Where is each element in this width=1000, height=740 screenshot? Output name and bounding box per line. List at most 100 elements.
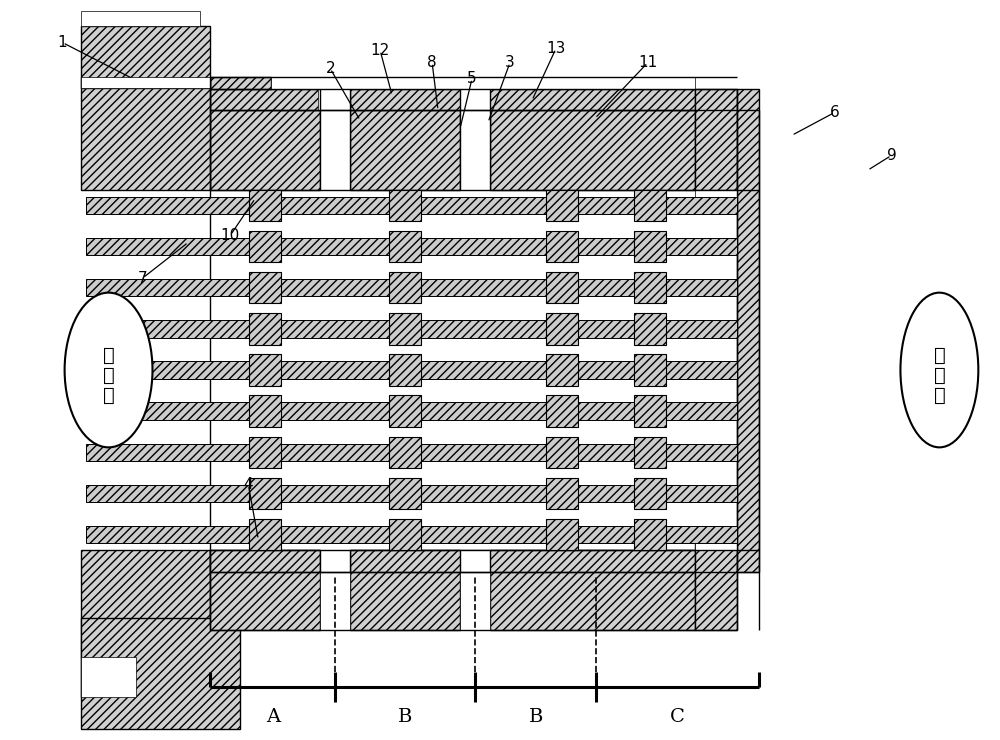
- Bar: [695, 539, 737, 550]
- Bar: [210, 76, 271, 89]
- Text: 1: 1: [58, 35, 67, 50]
- Bar: [86, 526, 737, 543]
- Bar: [460, 110, 490, 190]
- Bar: [634, 395, 666, 427]
- Bar: [389, 313, 421, 345]
- Bar: [546, 231, 578, 262]
- Bar: [86, 361, 737, 379]
- Bar: [546, 478, 578, 509]
- Bar: [695, 190, 737, 201]
- Text: 8: 8: [427, 55, 437, 70]
- Bar: [86, 485, 737, 502]
- Bar: [389, 231, 421, 262]
- Bar: [634, 189, 666, 221]
- Bar: [634, 231, 666, 262]
- Text: 侧: 侧: [934, 386, 945, 405]
- Text: B: B: [529, 708, 543, 727]
- Text: 5: 5: [467, 71, 477, 86]
- Text: 2: 2: [325, 61, 335, 76]
- Bar: [81, 550, 210, 657]
- Bar: [389, 354, 421, 386]
- Bar: [389, 272, 421, 303]
- Bar: [490, 110, 695, 190]
- Bar: [249, 189, 281, 221]
- Bar: [389, 189, 421, 221]
- Bar: [320, 550, 350, 630]
- Bar: [249, 519, 281, 551]
- Bar: [271, 76, 695, 89]
- Bar: [249, 478, 281, 509]
- Text: 侧: 侧: [103, 386, 114, 405]
- Bar: [249, 272, 281, 303]
- Bar: [546, 189, 578, 221]
- Text: 压: 压: [934, 366, 945, 385]
- Bar: [249, 437, 281, 468]
- Bar: [737, 89, 759, 571]
- Bar: [460, 89, 490, 110]
- Bar: [695, 89, 737, 190]
- Bar: [81, 618, 240, 730]
- Text: C: C: [670, 708, 685, 727]
- Bar: [634, 478, 666, 509]
- Bar: [320, 550, 350, 571]
- Bar: [546, 313, 578, 345]
- Bar: [634, 313, 666, 345]
- Bar: [634, 354, 666, 386]
- Bar: [249, 354, 281, 386]
- Bar: [86, 197, 737, 214]
- Bar: [249, 231, 281, 262]
- Text: 低: 低: [934, 346, 945, 365]
- Bar: [634, 437, 666, 468]
- Bar: [86, 279, 737, 297]
- Bar: [389, 437, 421, 468]
- Bar: [389, 395, 421, 427]
- Text: 3: 3: [505, 55, 515, 70]
- Text: 7: 7: [138, 271, 147, 286]
- Ellipse shape: [65, 292, 152, 448]
- Bar: [86, 403, 737, 420]
- Bar: [210, 550, 320, 571]
- Bar: [86, 320, 737, 337]
- Bar: [320, 110, 350, 190]
- Bar: [546, 395, 578, 427]
- Bar: [389, 478, 421, 509]
- Bar: [389, 519, 421, 551]
- Text: B: B: [398, 708, 412, 727]
- Bar: [490, 550, 695, 630]
- Bar: [86, 443, 737, 461]
- Bar: [210, 110, 320, 190]
- Bar: [546, 354, 578, 386]
- Text: 6: 6: [830, 105, 839, 120]
- Bar: [81, 26, 210, 87]
- Bar: [350, 89, 695, 110]
- Text: 13: 13: [546, 41, 566, 56]
- Bar: [350, 550, 460, 630]
- Ellipse shape: [900, 292, 978, 448]
- Bar: [81, 10, 200, 26]
- Bar: [86, 238, 737, 255]
- Bar: [695, 528, 737, 630]
- Bar: [546, 519, 578, 551]
- Bar: [460, 550, 490, 630]
- Bar: [81, 76, 210, 87]
- Bar: [81, 76, 210, 190]
- Bar: [210, 89, 320, 110]
- Bar: [350, 550, 695, 571]
- Text: 高: 高: [103, 346, 114, 365]
- Text: 12: 12: [371, 43, 390, 58]
- Text: 11: 11: [638, 55, 657, 70]
- Bar: [634, 519, 666, 551]
- Text: 10: 10: [221, 228, 240, 243]
- Bar: [81, 550, 210, 657]
- Text: 4: 4: [244, 477, 253, 492]
- Bar: [210, 550, 320, 630]
- Bar: [546, 437, 578, 468]
- Bar: [634, 272, 666, 303]
- Bar: [546, 272, 578, 303]
- Bar: [249, 313, 281, 345]
- Bar: [350, 110, 460, 190]
- Text: 9: 9: [887, 148, 896, 163]
- Text: 压: 压: [103, 366, 114, 385]
- Bar: [136, 657, 210, 697]
- Bar: [249, 395, 281, 427]
